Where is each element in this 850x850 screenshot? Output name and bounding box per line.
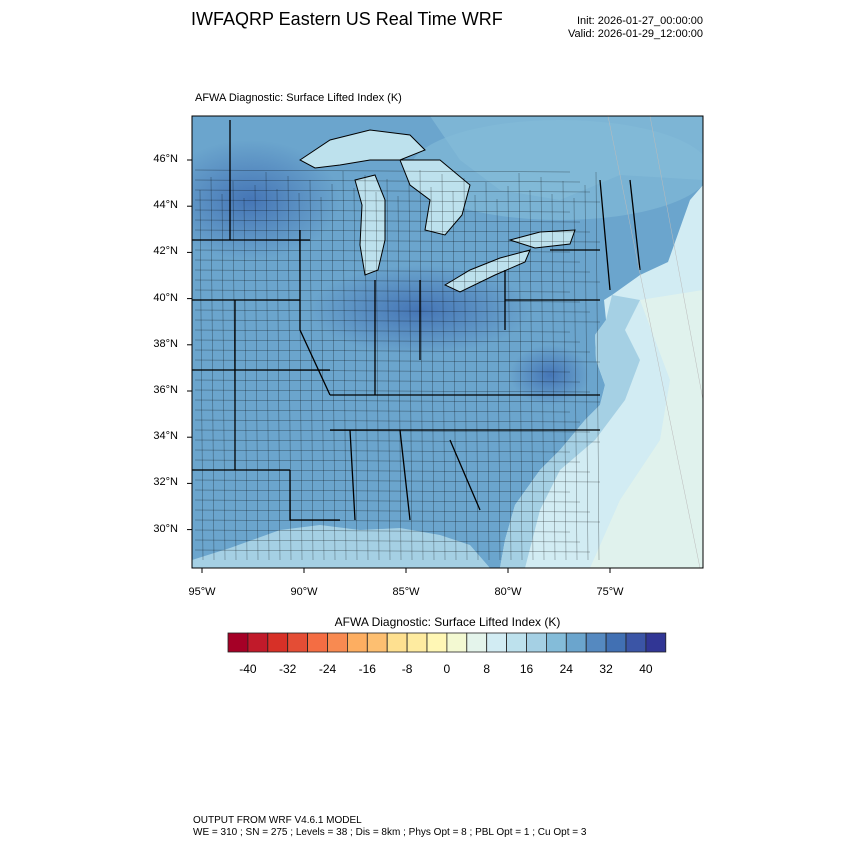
- colorbar-box: [406, 632, 428, 653]
- colorbar-box: [565, 632, 587, 653]
- colorbar-box: [366, 632, 388, 653]
- graticule: [607, 116, 703, 568]
- lon-label: 85°W: [392, 586, 420, 598]
- valid-time: Valid: 2026-01-29_12:00:00: [568, 28, 703, 40]
- colorbar-label: 8: [483, 662, 491, 676]
- colorbar-box: [227, 632, 249, 653]
- model-version: OUTPUT FROM WRF V4.6.1 MODEL: [193, 815, 362, 826]
- colorbar-label: -40: [239, 662, 257, 676]
- colorbar-box: [307, 632, 328, 653]
- lat-label: 38°N: [153, 337, 178, 350]
- lon-label: 90°W: [290, 586, 318, 598]
- colorbar-box: [585, 632, 607, 653]
- colorbar: [227, 632, 667, 653]
- lon-label: 75°W: [596, 586, 624, 598]
- colorbar-box: [247, 632, 269, 653]
- lake-huron: [399, 159, 471, 236]
- colorbar-box: [327, 632, 348, 653]
- run-times: Init: 2026-01-27_00:00:00 Valid: 2026-01…: [568, 15, 703, 41]
- colorbar-box: [506, 632, 527, 653]
- colorbar-box: [645, 632, 667, 653]
- colorbar-box: [526, 632, 547, 653]
- gulf-of-mexico: [192, 525, 490, 568]
- county-boundaries: [194, 169, 601, 561]
- colorbar-box: [287, 632, 309, 653]
- colorbar-box: [466, 632, 488, 653]
- colorbar-label: -16: [358, 662, 376, 676]
- field-high-region: [510, 345, 590, 405]
- model-info: OUTPUT FROM WRF V4.6.1 MODEL WE = 310 ; …: [193, 815, 586, 839]
- colorbar-box: [426, 632, 448, 653]
- colorbar-label: 0: [443, 662, 451, 676]
- colorbar-box: [605, 632, 627, 653]
- colorbar-label: 16: [519, 662, 534, 676]
- lat-label: 46°N: [153, 153, 178, 165]
- colorbar-box: [625, 632, 647, 653]
- model-config: WE = 310 ; SN = 275 ; Levels = 38 ; Dis …: [193, 827, 587, 838]
- lat-label: 44°N: [153, 199, 178, 212]
- plot-subtitle: AFWA Diagnostic: Surface Lifted Index (K…: [195, 92, 402, 104]
- colorbar-box: [386, 632, 408, 653]
- colorbar-box: [546, 632, 567, 653]
- canada-waters: [430, 116, 703, 200]
- colorbar-title: AFWA Diagnostic: Surface Lifted Index (K…: [334, 615, 561, 629]
- colorbar-box: [446, 632, 468, 653]
- colorbar-box: [267, 632, 289, 653]
- colorbar-label: -32: [279, 662, 297, 676]
- lake-superior: [299, 129, 426, 169]
- lat-label: 34°N: [153, 430, 178, 443]
- colorbar-label: -24: [318, 662, 337, 676]
- lon-label: 80°W: [494, 586, 522, 598]
- coastal-band: [500, 295, 640, 568]
- lat-label: 32°N: [153, 476, 178, 489]
- init-time: Init: 2026-01-27_00:00:00: [577, 15, 703, 27]
- colorbar-label: 32: [599, 662, 613, 676]
- map-frame: [191, 115, 704, 569]
- lat-label: 40°N: [153, 291, 178, 304]
- colorbar-box: [486, 632, 508, 653]
- page-title: IWFAQRP Eastern US Real Time WRF: [191, 9, 503, 29]
- lat-label: 36°N: [153, 384, 178, 396]
- colorbar-box: [346, 632, 368, 653]
- colorbar-label: -8: [401, 662, 413, 676]
- lat-label: 42°N: [153, 245, 178, 258]
- lon-label: 95°W: [188, 586, 216, 598]
- colorbar-label: 40: [639, 662, 653, 676]
- lake-ontario: [508, 229, 576, 249]
- lat-label: 30°N: [153, 522, 178, 535]
- subtropical-ocean: [590, 290, 703, 568]
- colorbar-label: 24: [559, 662, 573, 676]
- lake-michigan: [354, 174, 386, 276]
